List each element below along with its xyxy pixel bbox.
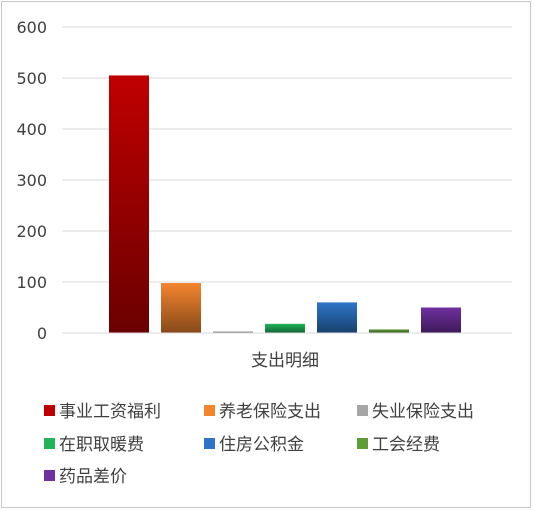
bar-7 (421, 307, 461, 333)
legend-swatch (44, 470, 55, 481)
y-tick-label: 300 (16, 171, 47, 190)
bar-4 (265, 323, 305, 333)
y-tick-label: 100 (16, 273, 47, 292)
legend-label: 养老保险支出 (219, 402, 321, 422)
legend-item: 失业保险支出 (357, 402, 474, 422)
legend-swatch (204, 405, 215, 416)
x-axis-category-label: 支出明细 (251, 351, 319, 371)
y-axis-ticks: 0 100 200 300 400 500 600 (16, 18, 47, 343)
legend-label: 住房公积金 (219, 435, 304, 455)
legend-item: 工会经费 (357, 435, 440, 455)
legend-swatch (44, 405, 55, 416)
legend-item: 药品差价 (44, 467, 127, 487)
legend-item: 在职取暖费 (44, 435, 144, 455)
legend-item: 养老保险支出 (204, 402, 321, 422)
legend-label: 工会经费 (372, 435, 440, 455)
bar-6 (369, 329, 409, 333)
legend-swatch (357, 405, 368, 416)
legend-label: 在职取暖费 (59, 435, 144, 455)
y-tick-label: 400 (16, 120, 47, 139)
bars (109, 75, 461, 333)
legend-swatch (204, 438, 215, 449)
bar-3 (213, 331, 253, 333)
bar-2 (161, 283, 201, 333)
legend-label: 药品差价 (59, 467, 127, 487)
y-tick-label: 0 (37, 324, 47, 343)
legend-label: 事业工资福利 (59, 402, 161, 422)
y-tick-label: 200 (16, 222, 47, 241)
legend-swatch (44, 438, 55, 449)
bar-1 (109, 75, 149, 333)
legend-label: 失业保险支出 (372, 402, 474, 422)
legend-item: 住房公积金 (204, 435, 304, 455)
legend-swatch (357, 438, 368, 449)
legend-item: 事业工资福利 (44, 402, 161, 422)
y-tick-label: 500 (16, 69, 47, 88)
y-tick-label: 600 (16, 18, 47, 37)
bar-5 (317, 302, 357, 333)
